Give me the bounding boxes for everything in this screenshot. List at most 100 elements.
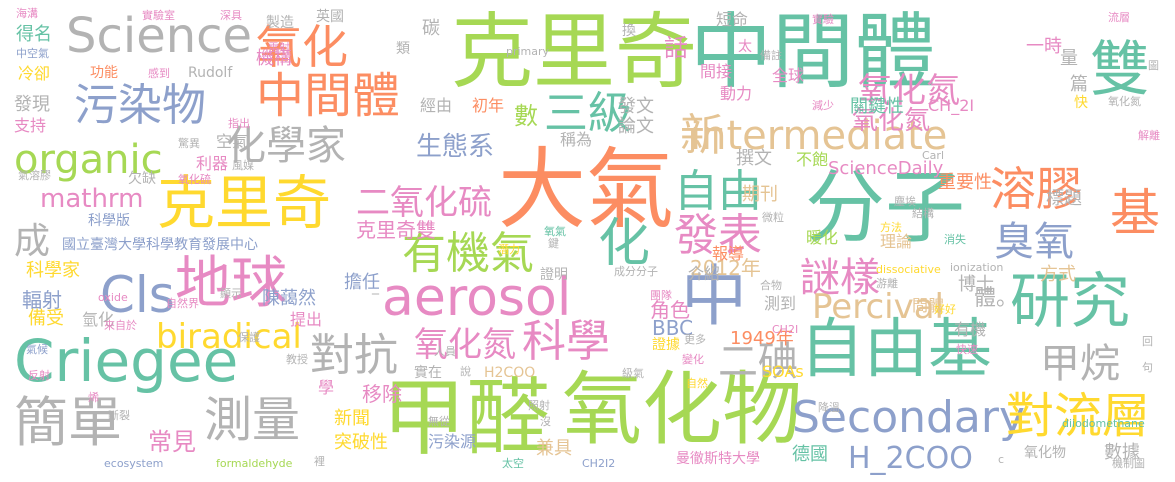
word-rudolf: Rudolf [188, 65, 233, 81]
word-zirancjie: 自然界 [166, 297, 199, 310]
word-hua: 化 [598, 214, 651, 274]
word-laiziyu: 來自於 [104, 319, 137, 332]
word-deming: 得名 [16, 24, 52, 45]
word-jianshao: 減少 [812, 99, 834, 112]
word-soas: SOAs [762, 362, 804, 381]
word-chouyang: 臭氧 [994, 219, 1074, 265]
word-li: 裡 [314, 455, 325, 468]
word-boshi: 博士 [958, 274, 994, 295]
word-bianhua: 變化 [682, 353, 704, 366]
word-ch2i: CH_2I [928, 96, 975, 115]
word-zhongyaoxing: 重要性 [938, 172, 992, 193]
word-xue: 學 [318, 378, 335, 397]
word-yingguo: 英國 [316, 9, 344, 25]
word-tai: 太 [738, 39, 752, 55]
word-lunwen: 論文 [618, 116, 654, 137]
word-ti: 體。 [974, 286, 1019, 311]
word-diqiu: 地球 [175, 251, 287, 316]
word-qianli: 潛力 [498, 243, 520, 256]
word-leishe: 雷射 [268, 41, 290, 54]
word-science: Science [66, 8, 253, 64]
word-kelichi-2: 克里奇 [157, 169, 332, 237]
word-jiangwen: 降溫 [818, 401, 840, 414]
word-oxide: oxide [98, 291, 128, 304]
word-jianju: 兼具 [536, 438, 572, 459]
word-liang: 量 [1060, 48, 1078, 69]
word-haigou: 海溝 [16, 7, 38, 20]
word-tupoxing: 突破性 [334, 432, 388, 453]
word-ziran: 自然 [686, 377, 708, 390]
word-liuceng: 流層 [1108, 11, 1130, 24]
word-jiaquan: 甲醛 [382, 369, 551, 467]
word-shuo: 說 [460, 365, 471, 378]
word-fanshe: 反射 [28, 369, 50, 382]
word-xiaoshi: 消失 [944, 233, 966, 246]
word-renyuan: 人員 [434, 345, 456, 358]
word-xianshi: 顯示 [220, 287, 242, 300]
word-1949: 1949年 [730, 328, 794, 349]
word-shuang: 雙 [1090, 35, 1150, 105]
word-eryanghualiu: 二氧化硫 [356, 183, 492, 223]
word-zhuanwen: 撰文 [736, 148, 772, 169]
word-zhong: 中 [681, 258, 747, 335]
word-yanghuadan: 氧化氮 [858, 71, 960, 111]
word-ionization: ionization [950, 261, 1004, 274]
word-kongqi: 空氣 [216, 132, 249, 151]
word-2012: 2012年 [690, 256, 761, 280]
word-lilun: 理論 [880, 232, 913, 251]
word-zhengju: 證據 [652, 337, 680, 353]
word-percival: Percival [812, 287, 944, 327]
word-haohao: 好好 [934, 303, 956, 316]
word-weili: 微粒 [762, 211, 784, 224]
word-erdian: 二碘 [718, 339, 798, 385]
word-ntu-center: 國立臺灣大學科學教育發展中心 [62, 237, 258, 253]
word-jiawan: 甲烷 [1040, 341, 1120, 387]
word-cedao: 測到 [764, 294, 797, 313]
word-jianti: 間體 [912, 296, 945, 315]
word-guanjianxing: 關鍵性 [850, 96, 904, 117]
word-zhaoshe: 照射 [528, 399, 550, 412]
word-qirongjiao: 氣溶膠 [18, 169, 51, 182]
word-celiang: 測量 [204, 392, 301, 448]
word-liqi: 利器 [196, 154, 229, 173]
word-youli: 游離 [876, 277, 898, 290]
word-wuranwu: 污染物 [74, 80, 206, 131]
word-duanlie: 斷裂 [108, 409, 130, 422]
word-jieli: 解離 [1138, 129, 1160, 142]
word-shengtaixi: 生態系 [416, 132, 495, 162]
word-kexueban: 科學版 [88, 213, 130, 229]
word-chengfenfenzi: 成分分子 [614, 265, 658, 278]
word-cheng: 成 [14, 221, 51, 262]
word-sanji: 三級 [544, 88, 632, 139]
word-hewu: 合物 [760, 279, 782, 292]
word-xin: 新 [680, 110, 724, 161]
word-rongjiao: 溶膠 [990, 162, 1082, 216]
word-zhongjianti: 中間體 [690, 5, 937, 100]
word-jingyi: 驚異 [178, 137, 200, 150]
word-ziyou: 自由 [674, 166, 762, 217]
word-huaxuejia: 化學家 [226, 123, 346, 169]
word-duiliuceng: 對流層 [1006, 388, 1151, 444]
word-shu: 數 [514, 102, 538, 130]
word-jiegou: 結構 [912, 207, 934, 220]
word-danren: 擔任 [344, 272, 380, 293]
word-jiaose: 角色 [650, 298, 690, 322]
word-duikang: 對抗 [310, 330, 398, 381]
word-shuju: 數據 [1104, 442, 1140, 463]
word-changjian: 常見 [148, 428, 196, 456]
word-tuandui: 團隊 [650, 289, 672, 302]
word-zhongkongqi: 中空氣 [16, 47, 49, 60]
word-zhongjianti-2: 中間體 [256, 68, 401, 124]
word-lei: 類 [396, 41, 410, 57]
word-kelichi: 克里奇 [451, 5, 698, 100]
word-carl: Carl [922, 149, 944, 162]
word-miyang: 謎樣 [800, 255, 880, 301]
word-yanghua: 氧化 [256, 20, 348, 74]
word-jiandan: 簡單 [14, 391, 122, 454]
word-fangfa: 方法 [880, 221, 902, 234]
word-manchester: 曼徹斯特大學 [676, 451, 760, 467]
word-gengduo: 更多 [684, 333, 706, 346]
word-yanghuawu-2: 氧化物 [1024, 445, 1066, 461]
word-fabiao: 發表 [674, 210, 762, 261]
word-diiodomethane: diiodomethane [1062, 417, 1145, 430]
